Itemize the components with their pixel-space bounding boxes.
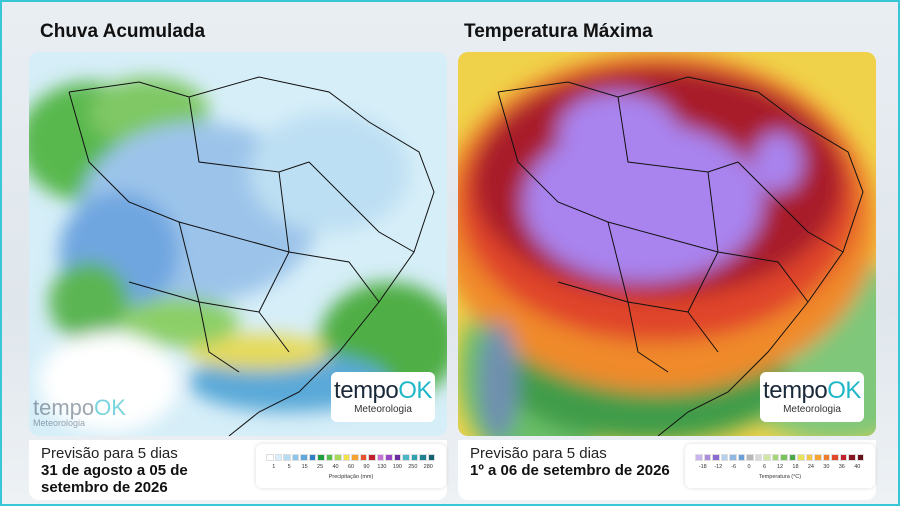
legend-tick-label: 40 bbox=[854, 464, 861, 470]
legend-swatch bbox=[274, 454, 282, 461]
logo-brand: tempo bbox=[763, 377, 828, 404]
legend-swatch bbox=[695, 454, 703, 461]
legend-swatch bbox=[763, 454, 771, 461]
legend-swatch bbox=[317, 454, 325, 461]
panel-footer: Previsão para 5 dias 1º a 06 de setembro… bbox=[458, 440, 876, 500]
legend-swatch bbox=[822, 454, 830, 461]
legend-label: Precipitação (mm) bbox=[328, 474, 374, 480]
legend-swatch bbox=[746, 454, 754, 461]
legend-tick-label: 280 bbox=[423, 464, 433, 470]
watermark-brand: tempo bbox=[33, 395, 95, 420]
legend-swatch bbox=[410, 454, 418, 461]
legend-swatch bbox=[308, 454, 316, 461]
legend-tick-label: 24 bbox=[807, 464, 814, 470]
watermark-tagline: Meteorologia bbox=[33, 418, 86, 428]
legend-tick-label: 36 bbox=[838, 464, 845, 470]
panel-title: Temperatura Máxima bbox=[464, 21, 653, 42]
legend-swatch bbox=[419, 454, 427, 461]
temperature-map: tempoOK Meteorologia bbox=[458, 52, 876, 436]
legend-swatch bbox=[712, 454, 720, 461]
logo-tagline: Meteorologia bbox=[354, 404, 412, 415]
legend-tick-label: -6 bbox=[731, 464, 737, 470]
panel-title: Chuva Acumulada bbox=[40, 21, 206, 42]
legend-swatch bbox=[720, 454, 728, 461]
legend-swatch bbox=[351, 454, 359, 461]
rain-map-image bbox=[29, 52, 447, 436]
legend-swatch bbox=[300, 454, 308, 461]
legend-swatch bbox=[266, 454, 274, 461]
legend-tick-label: 130 bbox=[377, 464, 387, 470]
watermark: tempoOK Meteorologia bbox=[33, 395, 126, 428]
legend-tick-label: 190 bbox=[392, 464, 402, 470]
legend-tick-label: 40 bbox=[332, 464, 339, 470]
logo-accent: OK bbox=[398, 377, 432, 404]
legend-swatch bbox=[393, 454, 401, 461]
panel-footer: Previsão para 5 dias 31 de agosto a 05 d… bbox=[29, 440, 447, 500]
legend-tick-label: 18 bbox=[792, 464, 799, 470]
legend-tick-label: -12 bbox=[714, 464, 723, 470]
legend-tick-label: 250 bbox=[408, 464, 418, 470]
logo-brand: tempo bbox=[334, 377, 399, 404]
legend-swatch bbox=[797, 454, 805, 461]
legend-swatch bbox=[856, 454, 864, 461]
legend-swatch bbox=[291, 454, 299, 461]
subtitle: Previsão para 5 dias bbox=[470, 445, 607, 462]
legend-swatch bbox=[780, 454, 788, 461]
legend-swatch bbox=[729, 454, 737, 461]
legend-swatch bbox=[848, 454, 856, 461]
legend-swatch bbox=[368, 454, 376, 461]
legend-tick-label: 1 bbox=[272, 464, 276, 470]
legend-swatch bbox=[771, 454, 779, 461]
legend-tick-label: 15 bbox=[301, 464, 308, 470]
legend-swatch bbox=[427, 454, 435, 461]
legend-swatch bbox=[283, 454, 291, 461]
legend-swatch bbox=[359, 454, 367, 461]
watermark-accent: OK bbox=[94, 395, 126, 420]
legend-swatch bbox=[342, 454, 350, 461]
legend-tick-label: 25 bbox=[317, 464, 324, 470]
logo: tempoOK Meteorologia bbox=[760, 372, 864, 422]
subtitle: Previsão para 5 dias bbox=[41, 445, 178, 462]
legend-swatch bbox=[325, 454, 333, 461]
legend-swatch bbox=[402, 454, 410, 461]
legend-tick-label: 60 bbox=[347, 464, 355, 470]
legend-tick-label: 6 bbox=[763, 464, 767, 470]
legend: -18 -12 -6 0 6 12 18 24 30 36 40 Temperatura (°C) bbox=[685, 444, 875, 488]
period: 1º a 06 de setembro de 2026 bbox=[470, 462, 670, 479]
legend-tick-label: 0 bbox=[747, 464, 751, 470]
legend-tick-label: 90 bbox=[363, 464, 370, 470]
legend-swatch bbox=[839, 454, 847, 461]
legend-swatch bbox=[788, 454, 796, 461]
legend-swatch bbox=[376, 454, 384, 461]
rain-map: tempoOK Meteorologia tempoOK Meteorologia bbox=[29, 52, 447, 436]
legend-label: Temperatura (°C) bbox=[758, 474, 802, 480]
legend-swatch bbox=[814, 454, 822, 461]
logo: tempoOK Meteorologia bbox=[331, 372, 435, 422]
legend-swatch bbox=[805, 454, 813, 461]
legend-tick-label: 12 bbox=[776, 464, 784, 470]
logo-accent: OK bbox=[827, 377, 861, 404]
legend: 1 5 15 25 40 60 90 130 190 250 280 Precipitação (mm… bbox=[256, 444, 446, 488]
legend-swatch bbox=[754, 454, 762, 461]
legend-tick-label: -18 bbox=[698, 464, 707, 470]
period: 31 de agosto a 05 de setembro de 2026 bbox=[41, 462, 188, 496]
logo-tagline: Meteorologia bbox=[783, 404, 841, 415]
legend-tick-label: 30 bbox=[823, 464, 830, 470]
legend-swatch bbox=[737, 454, 745, 461]
legend-swatch bbox=[385, 454, 393, 461]
legend-swatch bbox=[334, 454, 342, 461]
temperature-map-image bbox=[458, 52, 876, 436]
legend-swatch bbox=[831, 454, 839, 461]
legend-tick-label: 5 bbox=[287, 464, 291, 470]
legend-swatch bbox=[703, 454, 711, 461]
